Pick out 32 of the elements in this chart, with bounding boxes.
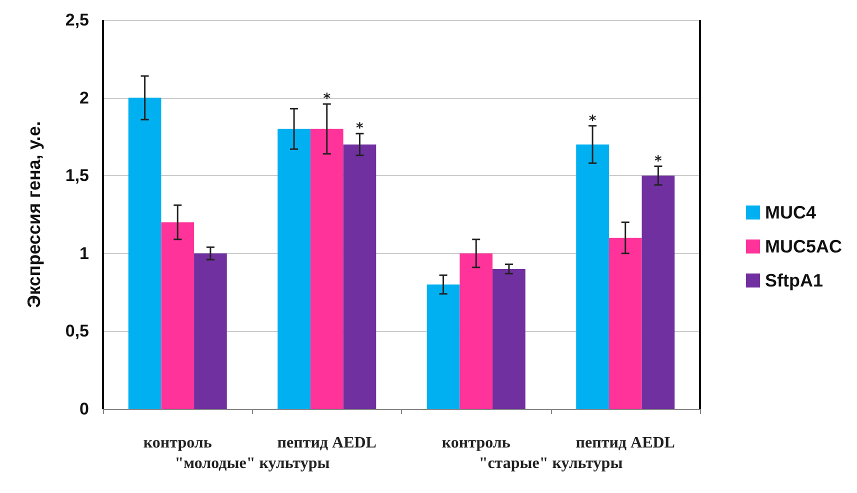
bar (278, 128, 310, 409)
bar (642, 176, 675, 409)
text: "старые" культуры (478, 455, 624, 473)
bar (608, 238, 642, 409)
y-axis-title: Экспрессия гена, у.е. (24, 121, 44, 308)
bar (492, 268, 526, 409)
bar (576, 144, 609, 409)
data-label: * (654, 153, 663, 170)
y-tick-label: 0,5 (65, 322, 89, 341)
legend-label: MUC5AC (765, 236, 842, 256)
bar (343, 144, 376, 409)
y-tick-label: 1,5 (65, 166, 89, 186)
bar (161, 222, 194, 409)
data-label: * (356, 120, 364, 137)
bar (128, 98, 162, 409)
x-tick-label: пептид AEDL (277, 434, 376, 452)
legend-label: SftpA1 (765, 270, 823, 290)
data-label: * (588, 112, 597, 129)
y-tick-label: 1 (80, 244, 89, 263)
legend-label: MUC4 (765, 202, 816, 222)
x-tick-label: контроль (442, 434, 511, 452)
bar (310, 128, 344, 409)
y-tick-label: 0 (80, 400, 89, 418)
y-tick-label: 2 (80, 88, 89, 108)
x-tick-label: контроль (143, 434, 212, 452)
y-tick-label: 2,5 (65, 10, 89, 30)
bar (194, 253, 227, 409)
data-label: * (323, 91, 332, 108)
text: "молодые" культуры (174, 455, 331, 473)
x-tick-label: пептид AEDL (576, 434, 675, 452)
bar (460, 253, 493, 409)
bar (426, 284, 460, 409)
